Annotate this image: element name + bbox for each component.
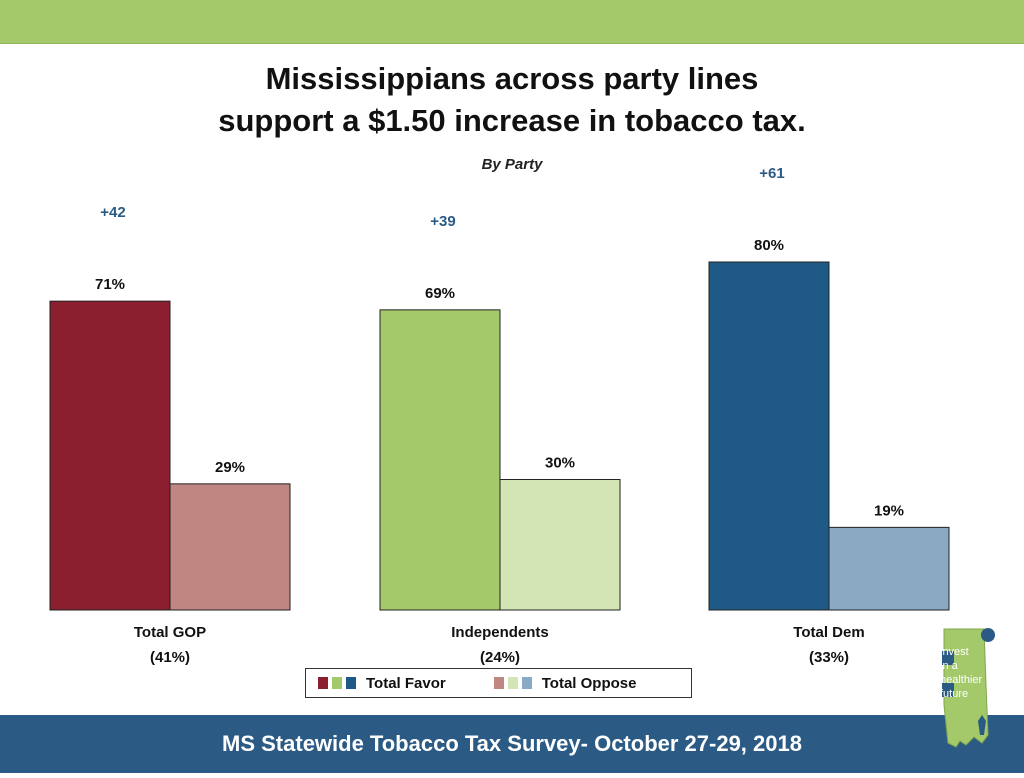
category-sublabel-gop: (41%) (150, 649, 190, 666)
chart-legend: Total Favor Total Oppose (305, 668, 692, 698)
chart-subtitle: By Party (481, 156, 543, 173)
mississippi-map-icon (942, 628, 995, 748)
bar-oppose-gop (169, 483, 291, 611)
data-label-favor-dem: 80% (754, 237, 784, 254)
legend-swatch-gop-favor (318, 677, 328, 689)
bottom-banner (0, 715, 1024, 773)
data-label-oppose-gop: 29% (215, 459, 245, 476)
category-label-independents: Independents (451, 624, 549, 641)
logo-text-2: in a (940, 660, 958, 672)
bar-oppose-independents (499, 479, 621, 611)
chart-title: Mississippians across party lines suppor… (0, 58, 1024, 142)
bar-oppose-dem (828, 526, 950, 611)
legend-favor: Total Favor (318, 675, 446, 692)
logo-text-1: invest (940, 646, 969, 658)
legend-favor-label: Total Favor (366, 674, 446, 692)
chart-title-line2: support a $1.50 increase in tobacco tax. (218, 103, 806, 138)
data-label-favor-gop: 71% (95, 276, 125, 293)
legend-swatch-ind-favor (332, 677, 342, 689)
data-label-oppose-independents: 30% (545, 455, 575, 472)
legend-oppose: Total Oppose (493, 674, 637, 692)
data-label-favor-independents: 69% (425, 285, 455, 302)
category-label-dem: Total Dem (793, 624, 864, 641)
legend-oppose-label: Total Oppose (541, 674, 637, 692)
category-label-gop: Total GOP (134, 624, 206, 641)
margin-label-independents: +39 (430, 213, 455, 230)
legend-swatch-dem-favor (346, 677, 356, 689)
top-banner (0, 0, 1024, 44)
bar-favor-gop (49, 300, 171, 611)
category-sublabel-independents: (24%) (480, 649, 520, 666)
footer-title: MS Statewide Tobacco Tax Survey- October… (222, 731, 802, 756)
chart-title-line1: Mississippians across party lines (265, 61, 759, 96)
legend-swatch-dem-oppose (521, 677, 532, 689)
data-label-oppose-dem: 19% (874, 502, 904, 519)
logo-text-4: future (940, 688, 969, 700)
mississippi-logo: invest in a healthier future (922, 625, 1008, 773)
bar-favor-independents (379, 309, 501, 611)
margin-label-dem: +61 (759, 165, 784, 182)
legend-swatch-gop-oppose (493, 677, 504, 689)
logo-text-3: healthier (940, 674, 983, 686)
bar-favor-dem (708, 261, 830, 611)
legend-swatch-ind-oppose (507, 677, 518, 689)
margin-label-gop: +42 (100, 204, 125, 221)
category-sublabel-dem: (33%) (809, 649, 849, 666)
